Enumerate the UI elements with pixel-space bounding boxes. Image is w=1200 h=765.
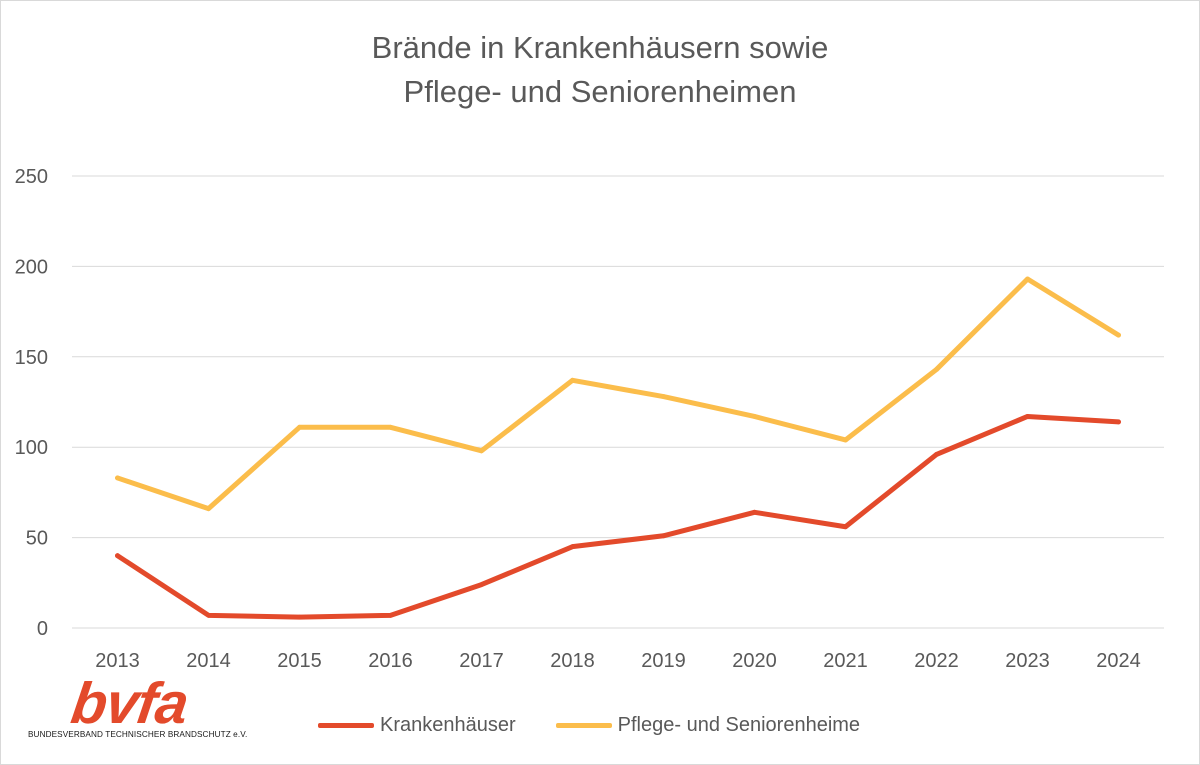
x-tick-label: 2018 — [550, 650, 595, 672]
data-point — [752, 414, 757, 419]
data-point — [479, 582, 484, 588]
chart-title: Brände in Krankenhäusern sowie Pflege- u… — [0, 26, 1200, 114]
data-point — [388, 612, 393, 618]
x-tick-label: 2016 — [368, 650, 413, 672]
x-tick-label: 2013 — [95, 650, 140, 672]
x-tick-label: 2021 — [823, 650, 868, 672]
chart-title-line-1: Brände in Krankenhäusern sowie — [371, 30, 829, 65]
data-point — [297, 424, 302, 430]
x-tick-label: 2023 — [1005, 650, 1050, 672]
data-point — [752, 509, 757, 515]
y-tick-label: 0 — [37, 618, 48, 640]
data-point — [661, 533, 666, 539]
legend-item-krankenhaeuser: Krankenhäuser — [318, 714, 516, 737]
legend-label-pflegeheime: Pflege- und Seniorenheime — [617, 713, 861, 736]
data-point — [1025, 276, 1030, 282]
legend-swatch-krankenhaeuser — [318, 722, 374, 728]
series-lines — [115, 276, 1121, 620]
x-axis-ticks: 2013 2014 2015 2016 2017 2018 2019 2020 2021 2022… — [95, 650, 1141, 672]
data-point — [570, 544, 575, 550]
logo-subtitle: BUNDESVERBAND TECHNISCHER BRANDSCHUTZ e.… — [28, 730, 248, 739]
legend: Krankenhäuser Pflege- und Seniorenheime — [318, 710, 900, 740]
chart-title-line-2: Pflege- und Seniorenheimen — [403, 74, 797, 109]
gridlines — [72, 175, 1164, 629]
legend-label-krankenhaeuser: Krankenhäuser — [380, 713, 516, 736]
y-axis-ticks: 0 50 100 150 200 250 — [15, 166, 48, 640]
data-point — [843, 524, 848, 530]
data-point — [297, 614, 302, 620]
x-tick-label: 2022 — [914, 650, 959, 672]
data-point — [115, 553, 120, 559]
y-tick-label: 100 — [15, 437, 48, 459]
data-point — [843, 437, 848, 443]
bvfa-logo: bvfa BUNDESVERBAND TECHNISCHER BRANDSCHU… — [22, 671, 247, 748]
legend-swatch-pflegeheime — [555, 722, 612, 728]
x-tick-label: 2019 — [641, 650, 686, 672]
data-point — [1116, 332, 1121, 338]
data-point — [1025, 414, 1030, 419]
data-point — [934, 367, 939, 372]
x-tick-label: 2017 — [459, 650, 504, 672]
x-tick-label: 2020 — [732, 650, 777, 672]
x-tick-label: 2015 — [277, 650, 322, 672]
data-point — [934, 452, 939, 457]
data-point — [479, 448, 484, 454]
data-point — [570, 377, 575, 383]
series-line-1 — [115, 276, 1121, 512]
y-tick-label: 150 — [15, 347, 48, 369]
data-point — [388, 424, 393, 430]
x-tick-label: 2014 — [186, 650, 231, 672]
logo-wordmark: bvfa — [67, 671, 192, 736]
y-tick-label: 50 — [26, 528, 48, 550]
data-point — [206, 612, 211, 618]
data-point — [206, 506, 211, 512]
y-tick-label: 250 — [15, 166, 48, 188]
data-point — [115, 475, 120, 481]
x-tick-label: 2024 — [1096, 650, 1141, 672]
data-point — [661, 394, 666, 399]
legend-item-pflegeheime: Pflege- und Seniorenheime — [555, 713, 861, 737]
series-line-0 — [115, 413, 1121, 620]
data-point — [1116, 419, 1121, 425]
y-tick-label: 200 — [15, 256, 48, 278]
